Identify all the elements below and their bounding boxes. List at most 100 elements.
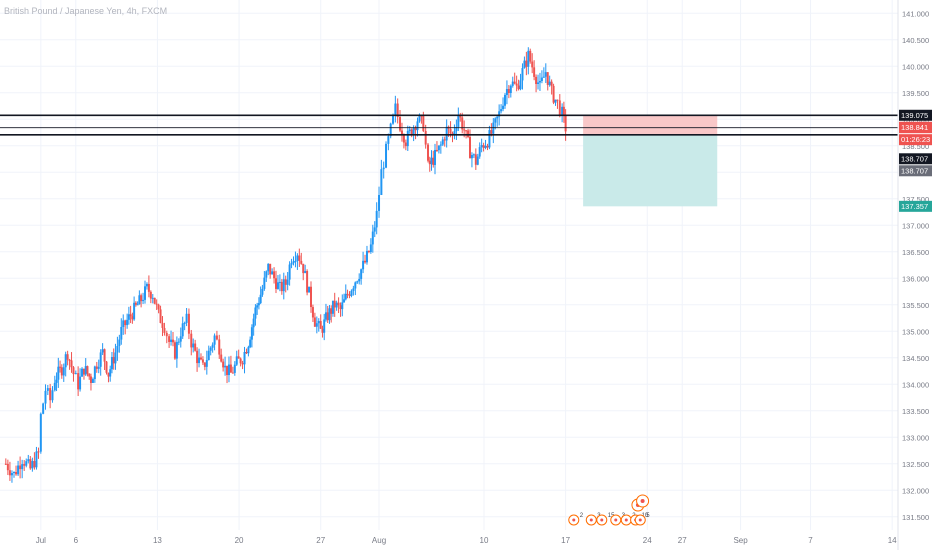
candle-body: [140, 295, 143, 302]
candle: [282, 272, 285, 300]
candle-body: [333, 300, 336, 308]
candle-body: [199, 357, 202, 360]
price-tick-label: 137.000: [902, 221, 929, 230]
candle: [220, 348, 223, 363]
candle-body: [39, 413, 42, 452]
candle: [280, 279, 283, 295]
candle: [378, 186, 381, 218]
candle: [371, 224, 374, 253]
candle: [147, 275, 150, 298]
candle-body: [505, 89, 508, 95]
candle: [511, 76, 514, 88]
candle-body: [445, 126, 448, 141]
horizontal-lines[interactable]: [0, 114, 898, 136]
candle-body: [68, 359, 71, 361]
candle-body: [120, 326, 123, 340]
candle: [432, 150, 435, 168]
event-marker[interactable]: 15: [596, 513, 615, 526]
candle-body: [507, 89, 510, 93]
candle-body: [341, 302, 344, 310]
candle: [437, 145, 440, 154]
candle: [531, 53, 534, 74]
candle: [68, 358, 71, 370]
candle: [256, 302, 259, 315]
candle: [265, 270, 268, 282]
event-markers[interactable]: 231532105: [568, 494, 650, 526]
candle-body: [463, 129, 466, 131]
candle: [319, 314, 322, 329]
candle: [245, 348, 248, 355]
candle-body: [35, 451, 38, 468]
candle: [39, 412, 42, 454]
candle: [453, 124, 456, 140]
candle: [19, 456, 22, 479]
time-tick-label: 7: [808, 536, 813, 545]
candle: [95, 361, 98, 373]
candle-body: [468, 136, 471, 159]
candle: [12, 471, 15, 478]
event-dot: [614, 518, 618, 522]
time-tick-label: 6: [74, 536, 79, 545]
price-axis[interactable]: 131.500 132.000 132.500 133.000 133.500 134.0…: [902, 9, 929, 522]
candle-body: [129, 314, 132, 317]
price-tick-label: 140.000: [902, 62, 929, 71]
candle: [451, 131, 454, 143]
candle: [57, 357, 60, 388]
candle-body: [296, 255, 299, 261]
event-marker-stacked[interactable]: [636, 494, 650, 508]
take-profit-zone[interactable]: [583, 134, 718, 207]
price-tick-label: 136.000: [902, 274, 929, 283]
time-tick-label: 17: [561, 536, 570, 545]
candle: [362, 251, 365, 274]
candle: [406, 125, 409, 152]
stop-loss-zone[interactable]: [583, 115, 718, 135]
candle-body: [207, 350, 210, 361]
candle: [321, 325, 324, 338]
candle-body: [432, 157, 435, 165]
candle: [513, 72, 516, 85]
candle-body: [187, 313, 190, 334]
candle-body: [144, 286, 147, 300]
candle: [243, 346, 246, 374]
candle-body: [6, 463, 9, 471]
candle-body: [249, 339, 252, 348]
candle: [441, 136, 444, 147]
candle: [523, 56, 526, 69]
candle: [126, 313, 129, 329]
candle-body: [157, 304, 160, 310]
candle: [540, 70, 543, 84]
candle-body: [290, 263, 293, 265]
candle: [17, 460, 20, 476]
candle: [428, 156, 431, 172]
candle-body: [362, 260, 365, 270]
candle-body: [252, 318, 255, 328]
candle: [249, 336, 252, 349]
position-tool[interactable]: [583, 115, 718, 207]
candle: [177, 338, 180, 346]
candle-body: [153, 297, 156, 304]
candle-body: [538, 80, 541, 83]
candle: [323, 313, 326, 341]
candle: [198, 348, 201, 368]
time-axis[interactable]: Jul 6 13 20 27 Aug 10 17 24 27 Sep 7 14: [36, 536, 897, 545]
price-tick-label: 133.500: [902, 407, 929, 416]
candle-body: [523, 60, 526, 69]
candle: [194, 339, 197, 352]
candle: [288, 261, 291, 286]
price-label-text: 01:26:23: [901, 135, 930, 144]
event-marker[interactable]: 2: [568, 513, 584, 526]
candle: [521, 63, 524, 90]
candle-body: [275, 278, 278, 289]
candle-body: [224, 365, 227, 368]
candle-body: [57, 366, 60, 380]
candle: [81, 367, 84, 377]
candle: [476, 153, 479, 166]
price-tick-label: 137.500: [902, 195, 929, 204]
event-marker[interactable]: 5: [634, 513, 650, 526]
candle-body: [324, 312, 327, 320]
candle: [235, 350, 238, 367]
candle-body: [430, 157, 433, 165]
candle: [519, 73, 522, 91]
candle-body: [227, 364, 230, 376]
